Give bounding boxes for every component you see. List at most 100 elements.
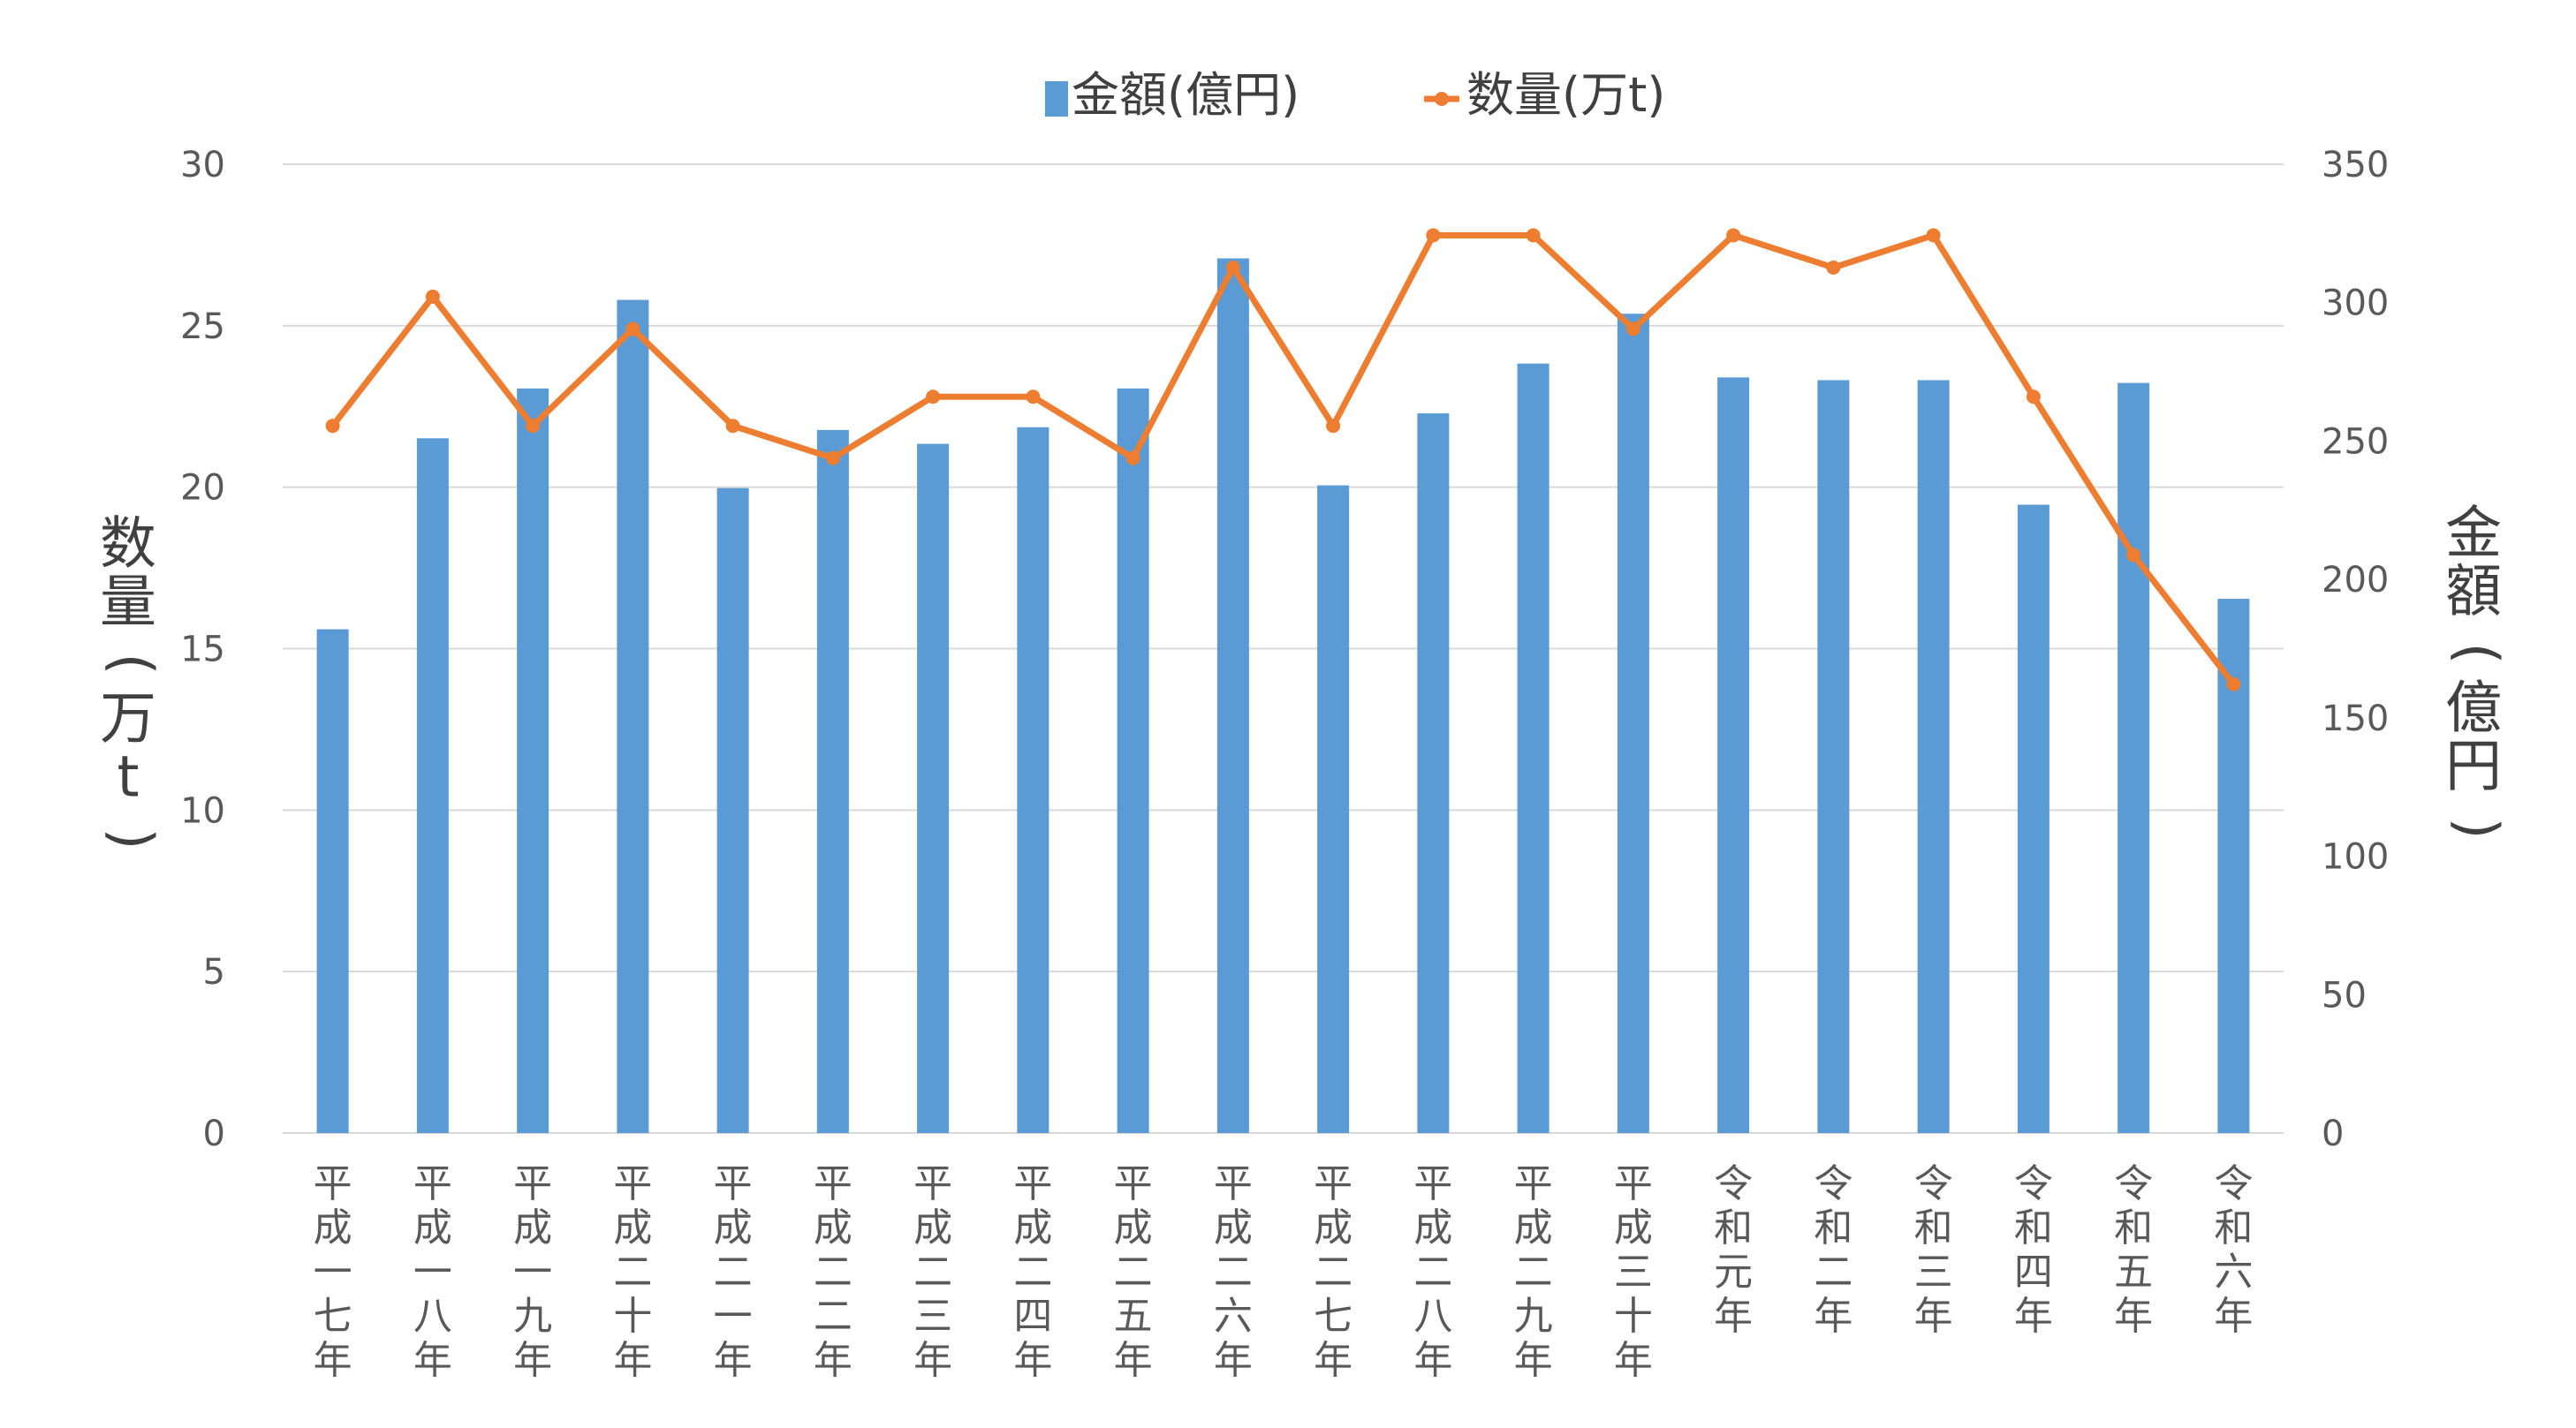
x-tick-label-char: 六 <box>2214 1250 2253 1295</box>
line-point-12 <box>1426 228 1441 243</box>
y-left-axis-title-char: 万 <box>100 687 156 752</box>
x-tick-label-char: 令 <box>2214 1161 2253 1206</box>
bar-9 <box>1117 388 1149 1133</box>
x-tick-label-char: 元 <box>1714 1250 1753 1295</box>
x-tick-label-char: 平 <box>314 1161 352 1206</box>
x-tick-label-char: 二 <box>1413 1250 1452 1295</box>
line-point-2 <box>425 289 440 304</box>
x-tick-label-char: 七 <box>1314 1294 1352 1339</box>
y-right-tick-label: 250 <box>2322 421 2389 462</box>
x-tick-label-char: 年 <box>513 1338 552 1383</box>
y-left-axis-title-char: ( <box>98 654 163 676</box>
y-right-tick-label: 150 <box>2322 699 2389 739</box>
x-tick-label-char: 八 <box>1413 1294 1452 1339</box>
x-tick-label-char: 平 <box>1314 1161 1352 1206</box>
line-point-19 <box>2126 548 2141 563</box>
x-tick-label-char: 成 <box>1413 1205 1452 1250</box>
x-tick-label-char: 年 <box>2214 1294 2253 1339</box>
bar-17 <box>1917 380 1950 1134</box>
x-tick-label-char: 二 <box>913 1250 952 1295</box>
legend-marker-quantity <box>1435 92 1449 106</box>
x-tick-label-char: 七 <box>314 1294 352 1339</box>
x-tick-label-char: 年 <box>1914 1294 1953 1339</box>
line-point-5 <box>725 419 740 434</box>
bar-5 <box>716 487 749 1133</box>
x-tick-label-char: 三 <box>913 1294 952 1339</box>
bar-12 <box>1417 413 1450 1134</box>
y-right-axis-title-char: 円 <box>2445 735 2502 800</box>
x-tick-label-char: 一 <box>513 1250 552 1295</box>
x-tick-label-char: 四 <box>1013 1294 1052 1339</box>
line-point-8 <box>1026 389 1041 404</box>
line-point-16 <box>1826 261 1841 276</box>
x-tick-label-char: 成 <box>913 1205 952 1250</box>
x-tick-label-char: 成 <box>1114 1205 1153 1250</box>
bar-13 <box>1517 363 1549 1133</box>
x-tick-label-char: 二 <box>814 1250 852 1295</box>
y-right-tick-label: 0 <box>2322 1114 2344 1154</box>
x-tick-label-char: 三 <box>1914 1250 1953 1295</box>
x-tick-label-char: 令 <box>2114 1161 2153 1206</box>
y-right-axis-title-char: ( <box>2443 643 2509 665</box>
line-point-20 <box>2226 676 2241 691</box>
x-tick-label-char: 年 <box>413 1338 452 1383</box>
x-tick-label-char: 令 <box>1814 1161 1852 1206</box>
line-point-13 <box>1526 228 1541 243</box>
x-tick-label-char: 令 <box>1914 1161 1953 1206</box>
x-tick-label-char: 年 <box>2114 1294 2153 1339</box>
x-tick-label-char: 六 <box>1214 1294 1253 1339</box>
x-tick-label-char: 年 <box>1614 1338 1653 1383</box>
x-tick-label-char: 令 <box>2014 1161 2053 1206</box>
x-tick-label-char: 五 <box>1114 1294 1153 1339</box>
x-tick-label-char: 和 <box>2114 1205 2153 1250</box>
x-tick-label-char: 九 <box>1514 1294 1553 1339</box>
bar-7 <box>917 443 950 1133</box>
x-tick-label-char: 成 <box>513 1205 552 1250</box>
x-tick-label-char: 平 <box>1413 1161 1452 1206</box>
bar-10 <box>1216 258 1249 1134</box>
x-tick-label-char: 令 <box>1714 1161 1753 1206</box>
x-tick-label-char: 成 <box>1514 1205 1553 1250</box>
y-right-axis-title-char: 金 <box>2445 502 2502 567</box>
line-point-17 <box>1926 228 1941 243</box>
x-tick-label-char: 二 <box>1013 1250 1052 1295</box>
x-tick-label-char: 年 <box>1013 1338 1052 1383</box>
y-right-tick-label: 100 <box>2322 837 2389 878</box>
x-tick-label-char: 年 <box>613 1338 652 1383</box>
y-right-tick-label: 50 <box>2322 975 2367 1016</box>
x-tick-label-char: 和 <box>1714 1205 1753 1250</box>
y-left-axis-title-char: 数 <box>100 512 156 578</box>
x-tick-label-char: 成 <box>1214 1205 1253 1250</box>
x-tick-label-char: 平 <box>814 1161 852 1206</box>
line-point-3 <box>526 419 541 434</box>
x-tick-label-char: 平 <box>1514 1161 1553 1206</box>
line-series-quantity <box>330 231 2237 688</box>
x-tick-label-char: 年 <box>814 1338 852 1383</box>
x-tick-label-char: 二 <box>1514 1250 1553 1295</box>
bar-19 <box>2118 382 2150 1133</box>
x-tick-label-char: 和 <box>1814 1205 1852 1250</box>
y-left-tick-label: 30 <box>180 145 225 185</box>
line-point-7 <box>926 389 941 404</box>
x-tick-label-char: 和 <box>2014 1205 2053 1250</box>
y-left-tick-label: 20 <box>180 468 225 509</box>
bar-15 <box>1717 377 1750 1134</box>
y-right-axis-title-char: ) <box>2443 818 2509 840</box>
bar-1 <box>316 629 349 1133</box>
bar-14 <box>1617 314 1649 1133</box>
x-tick-label-char: 二 <box>1214 1250 1253 1295</box>
x-tick-label-char: 平 <box>1013 1161 1052 1206</box>
x-tick-label-char: 年 <box>1214 1338 1253 1383</box>
x-tick-label-char: 年 <box>1314 1338 1352 1383</box>
bar-6 <box>816 429 849 1133</box>
bar-8 <box>1017 427 1049 1133</box>
x-tick-label-char: 成 <box>413 1205 452 1250</box>
y-left-tick-label: 15 <box>180 630 225 670</box>
x-tick-label-char: 成 <box>1614 1205 1653 1250</box>
y-left-axis-title-char: 量 <box>100 570 156 636</box>
y-left-tick-label: 0 <box>203 1114 225 1154</box>
y-right-tick-label: 350 <box>2322 145 2389 185</box>
bar-3 <box>517 388 549 1133</box>
legend-label-quantity: 数量(万t) <box>1466 67 1665 123</box>
